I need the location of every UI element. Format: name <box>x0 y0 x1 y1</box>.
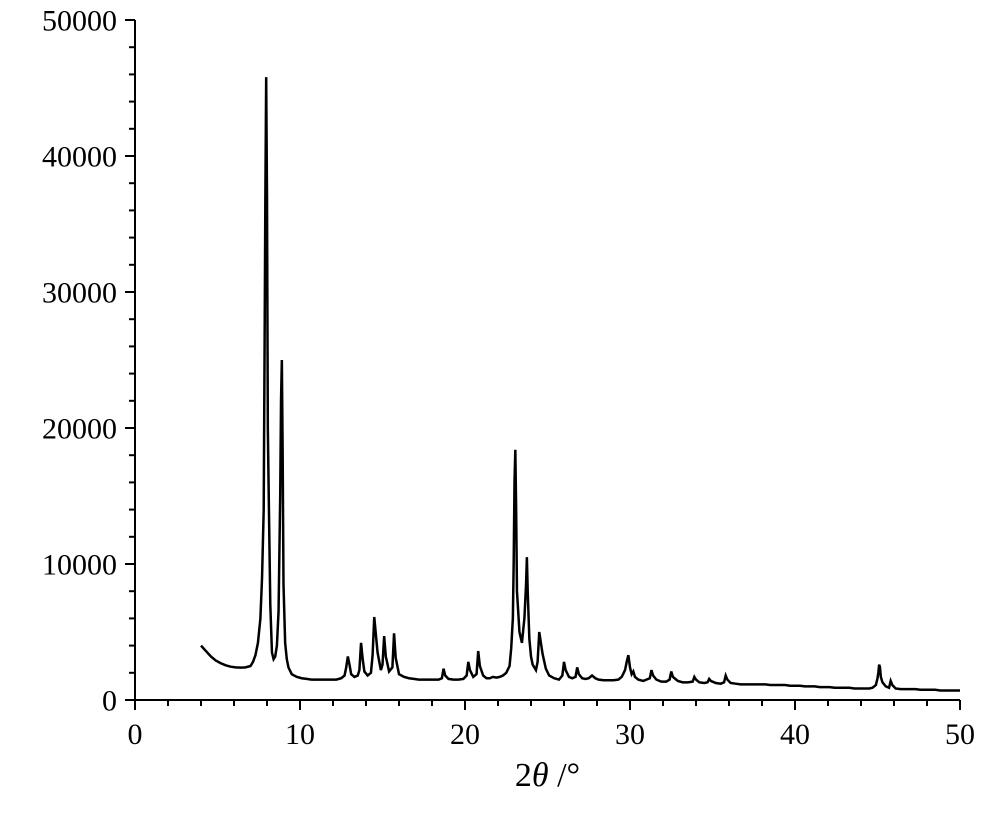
svg-text:0: 0 <box>102 685 117 718</box>
svg-text:50000: 50000 <box>42 5 117 38</box>
svg-text:30000: 30000 <box>42 277 117 310</box>
svg-text:10: 10 <box>285 718 315 751</box>
svg-text:40000: 40000 <box>42 141 117 174</box>
svg-text:40: 40 <box>780 718 810 751</box>
chart-svg: 0 10 20 30 40 50 0 10000 20000 30000 40000 50000 2θ … <box>0 0 1000 829</box>
svg-text:30: 30 <box>615 718 645 751</box>
svg-text:20: 20 <box>450 718 480 751</box>
svg-text:0: 0 <box>128 718 143 751</box>
svg-text:50: 50 <box>945 718 975 751</box>
xrd-chart: 0 10 20 30 40 50 0 10000 20000 30000 40000 50000 2θ … <box>0 0 1000 829</box>
svg-text:10000: 10000 <box>42 549 117 582</box>
svg-text:2θ /°: 2θ /° <box>515 757 580 794</box>
svg-text:20000: 20000 <box>42 413 117 446</box>
